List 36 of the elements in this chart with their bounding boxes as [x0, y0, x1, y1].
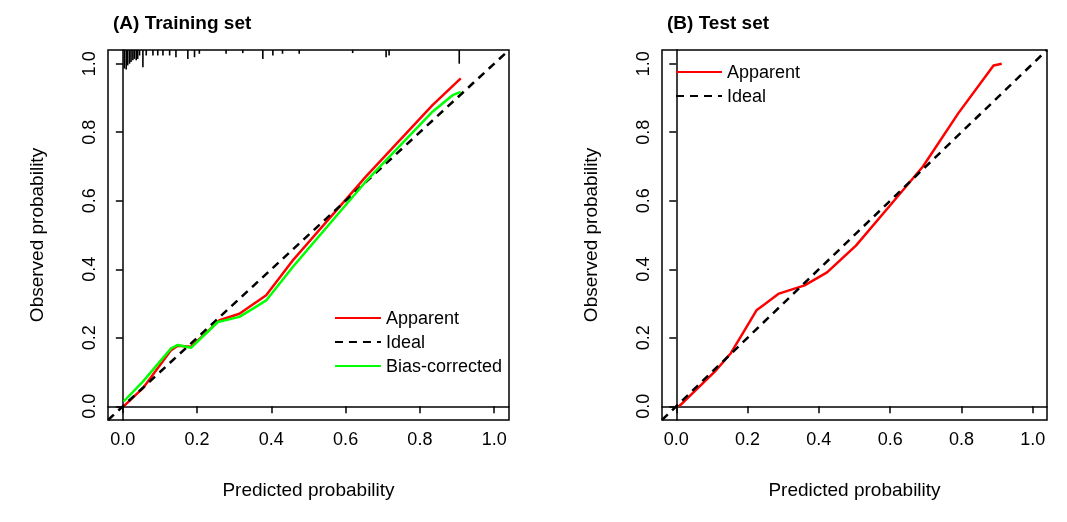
legend-label: Bias-corrected — [385, 356, 502, 376]
y-tick-label: 0.6 — [633, 188, 653, 214]
y-tick-label: 0.4 — [79, 256, 99, 282]
x-tick-label: 1.0 — [481, 429, 507, 449]
x-tick-label: 0.2 — [184, 429, 210, 449]
x-axis-title: Predicted probability — [768, 479, 942, 500]
legend-label: Ideal — [727, 86, 767, 106]
legend-label: Apparent — [727, 62, 801, 82]
legend-label: Ideal — [385, 332, 425, 352]
y-tick-label: 1.0 — [633, 51, 653, 77]
x-tick-label: 0.6 — [877, 429, 903, 449]
x-tick-label: 0.4 — [806, 429, 832, 449]
x-tick-label: 0.6 — [333, 429, 359, 449]
y-tick-label: 0.4 — [633, 256, 653, 282]
x-tick-label: 0.8 — [948, 429, 974, 449]
x-tick-label: 0.2 — [735, 429, 761, 449]
y-tick-label: 1.0 — [79, 51, 99, 77]
y-axis-title: Observed probability — [26, 147, 47, 323]
y-tick-label: 0.6 — [79, 188, 99, 214]
x-tick-label: 0.0 — [663, 429, 689, 449]
y-tick-label: 0.8 — [79, 119, 99, 145]
y-axis-title: Observed probability — [580, 147, 601, 323]
y-tick-label: 0.0 — [79, 393, 99, 419]
chart-title: (B) Test set — [667, 12, 770, 33]
legend-label: Apparent — [385, 308, 460, 328]
line-series — [677, 62, 1003, 408]
y-tick-label: 0.2 — [633, 325, 653, 351]
y-tick-label: 0.2 — [79, 325, 99, 351]
y-tick-label: 0.8 — [633, 119, 653, 145]
x-tick-label: 0.0 — [110, 429, 136, 449]
chart-title: (A) Training set — [113, 12, 252, 33]
y-tick-label: 0.0 — [633, 393, 653, 419]
x-tick-label: 0.4 — [258, 429, 284, 449]
x-tick-label: 1.0 — [1020, 429, 1046, 449]
x-tick-label: 0.8 — [407, 429, 433, 449]
x-axis-title: Predicted probability — [222, 479, 396, 500]
